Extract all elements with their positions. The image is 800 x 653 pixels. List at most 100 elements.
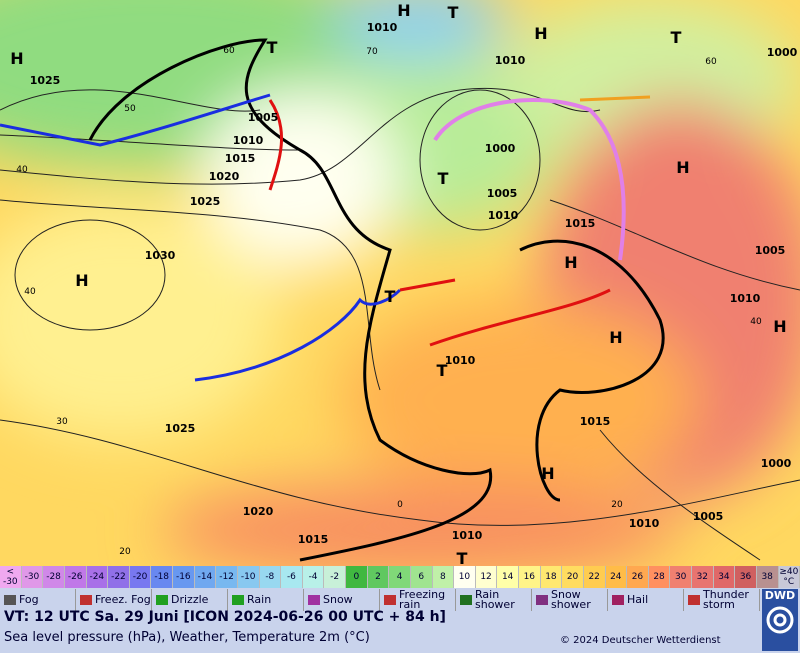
legend-label: Thunder storm — [703, 588, 749, 611]
isobar-1015 — [88, 38, 665, 562]
scale-cell: -30 — [21, 566, 44, 588]
legend-icon — [460, 595, 472, 605]
scale-cell: -28 — [43, 566, 65, 588]
pressure-label: 1010 — [495, 54, 526, 67]
pressure-center: T — [448, 3, 459, 22]
pressure-center: H — [534, 24, 547, 43]
warm-front — [399, 278, 611, 347]
legend-icon — [156, 595, 168, 605]
scale-cell: 36 — [735, 566, 757, 588]
scale-cell: -22 — [108, 566, 130, 588]
pressure-center: T — [385, 287, 396, 306]
pressure-center: H — [773, 317, 786, 336]
pressure-label: 1025 — [165, 422, 196, 435]
occluded-front — [433, 98, 626, 261]
temperature-label: 40 — [16, 165, 28, 175]
temperature-label: 70 — [366, 47, 378, 57]
map-labels: 1025 1010 1010 1005 1010 1015 1020 1025 1000 1005… — [10, 1, 797, 566]
legend-item: Snow — [304, 589, 380, 611]
pressure-label: 1010 — [445, 354, 476, 367]
scale-cell: -16 — [173, 566, 195, 588]
temperature-label: 20 — [119, 547, 131, 557]
pressure-center: T — [457, 549, 468, 566]
pressure-center: T — [267, 38, 278, 57]
temperature-label: 60 — [705, 57, 717, 67]
scale-cell: 14 — [497, 566, 519, 588]
scale-cell: 24 — [605, 566, 628, 588]
logo-icon — [766, 606, 794, 634]
scale-cell: 10 — [454, 566, 476, 588]
cold-front — [0, 93, 271, 147]
scale-cell: 4 — [389, 566, 411, 588]
cold-front — [194, 288, 402, 382]
scale-cell: 12 — [475, 566, 498, 588]
temperature-field — [0, 0, 800, 566]
legend-item: Freez. Fog — [76, 589, 152, 611]
pressure-label: 1030 — [145, 249, 176, 262]
scale-cell: 34 — [713, 566, 736, 588]
pressure-label: 1015 — [298, 533, 329, 546]
scale-cell: 8 — [432, 566, 455, 588]
pressure-center: T — [671, 28, 682, 47]
legend-item: Drizzle — [152, 589, 228, 611]
pressure-label: 1005 — [693, 510, 724, 523]
scale-cell: 26 — [627, 566, 649, 588]
scale-cell: < -30 — [0, 566, 22, 588]
scale-cell: 6 — [410, 566, 433, 588]
temperature-label: 40 — [24, 287, 36, 297]
description: Sea level pressure (hPa), Weather, Tempe… — [4, 630, 370, 645]
scale-cell: 30 — [670, 566, 692, 588]
scale-cell: 18 — [540, 566, 563, 588]
pressure-center: H — [609, 328, 622, 347]
scale-cell: -26 — [64, 566, 87, 588]
pressure-label: 1025 — [190, 195, 221, 208]
scale-cell: -6 — [281, 566, 303, 588]
scale-cell: -4 — [302, 566, 325, 588]
legend-label: Hail — [627, 593, 649, 606]
legend-label: Rain — [247, 593, 272, 606]
scale-cell: 20 — [562, 566, 584, 588]
pressure-label: 1010 — [233, 134, 264, 147]
pressure-center: T — [438, 169, 449, 188]
legend-item: Hail — [608, 589, 684, 611]
temperature-label: 40 — [750, 317, 762, 327]
pressure-label: 1000 — [485, 142, 516, 155]
pressure-center: H — [564, 253, 577, 272]
pressure-label: 1005 — [755, 244, 786, 257]
legend-label: Freez. Fog — [95, 593, 151, 606]
dwd-logo: DWD — [762, 589, 798, 651]
scale-cell: -8 — [259, 566, 282, 588]
scale-cell: 32 — [692, 566, 714, 588]
legend-icon — [688, 595, 700, 605]
legend-item: Snow shower — [532, 589, 608, 611]
pressure-center: H — [397, 1, 410, 20]
pressure-center: H — [75, 271, 88, 290]
legend-icon — [308, 595, 320, 605]
temperature-label: 20 — [611, 500, 623, 510]
scale-cell: -2 — [324, 566, 346, 588]
pressure-label: 1010 — [488, 209, 519, 222]
legend-label: Drizzle — [171, 593, 209, 606]
legend-icon — [384, 595, 396, 605]
temperature-label: 50 — [124, 104, 136, 114]
scale-cell: -14 — [194, 566, 217, 588]
legend-item: Thunder storm — [684, 589, 760, 611]
copyright: © 2024 Deutscher Wetterdienst — [560, 635, 721, 646]
scale-cell: 22 — [583, 566, 606, 588]
scale-cell: -18 — [151, 566, 173, 588]
pressure-label: 1015 — [565, 217, 596, 230]
pressure-label: 1020 — [209, 170, 240, 183]
pressure-label: 1015 — [225, 152, 256, 165]
logo-text: DWD — [764, 589, 796, 602]
isobars — [0, 88, 800, 561]
legend-label: Fog — [19, 593, 39, 606]
legend-icon — [536, 595, 548, 605]
valid-time: VT: 12 UTC Sa. 29 Juni [ICON 2024-06-26 … — [4, 609, 446, 625]
pressure-label: 1010 — [629, 517, 660, 530]
scale-cell: 16 — [519, 566, 541, 588]
temperature-label: 0 — [397, 500, 403, 510]
front — [579, 95, 651, 102]
legend-icon — [4, 595, 16, 605]
pressure-label: 1000 — [761, 457, 792, 470]
